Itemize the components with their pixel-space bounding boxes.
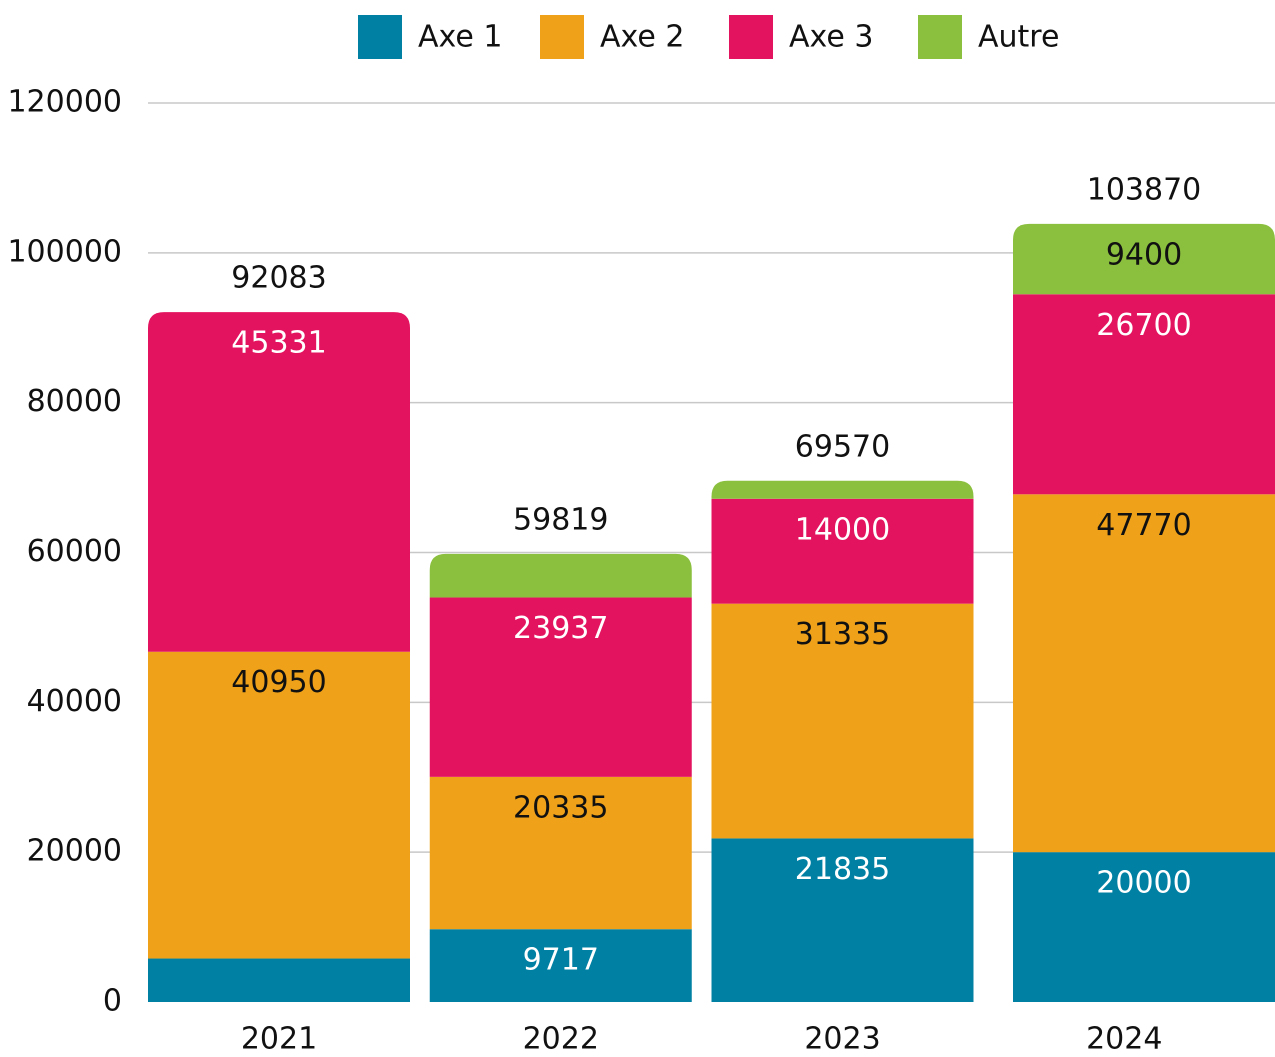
x-tick-label: 2021 [241,1022,317,1057]
bar-segment [711,603,974,839]
bar-segment [148,651,410,959]
data-label: 45331 [231,326,326,361]
y-tick-label: 80000 [27,384,122,419]
data-label: 31335 [795,617,890,652]
y-tick-label: 0 [103,984,122,1019]
bar-segment [711,838,974,1002]
x-tick-label: 2024 [1086,1022,1162,1057]
y-tick-label: 100000 [7,234,122,269]
total-label: 103870 [1087,172,1202,207]
x-tick-label: 2022 [523,1022,599,1057]
data-label: 40950 [231,665,326,700]
bar-segment [148,958,410,1002]
legend-swatch [918,15,962,59]
data-label: 14000 [795,512,890,547]
legend-swatch [358,15,402,59]
data-label: 20335 [513,790,608,825]
bar-segment [429,597,692,777]
data-label: 47770 [1096,508,1191,543]
legend-label: Axe 3 [789,20,873,55]
total-label: 92083 [231,261,326,296]
total-label: 69570 [795,429,890,464]
y-tick-label: 20000 [27,834,122,869]
legend-swatch [729,15,773,59]
data-label: 9717 [523,943,599,978]
x-tick-label: 2023 [804,1022,880,1057]
y-tick-label: 40000 [27,684,122,719]
legend-swatch [540,15,584,59]
legend-label: Autre [978,20,1059,55]
y-tick-label: 60000 [27,534,122,569]
bar-segment [429,553,692,598]
legend-label: Axe 1 [418,20,502,55]
data-label: 26700 [1096,308,1191,343]
bar-segment [429,776,692,930]
bar-segment [711,480,974,499]
y-tick-label: 120000 [7,85,122,120]
data-label: 21835 [795,852,890,887]
data-label: 23937 [513,611,608,646]
bar-segment [429,929,692,1002]
data-label: 9400 [1106,237,1182,272]
legend-label: Axe 2 [600,20,684,55]
bar-segment [711,498,974,604]
bar-segment [1013,294,1275,495]
data-label: 20000 [1096,866,1191,901]
bar-segment [148,312,410,652]
bar-segment [1013,223,1275,295]
total-label: 59819 [513,502,608,537]
bar-segment [1013,852,1275,1002]
bar-segment [1013,494,1275,853]
